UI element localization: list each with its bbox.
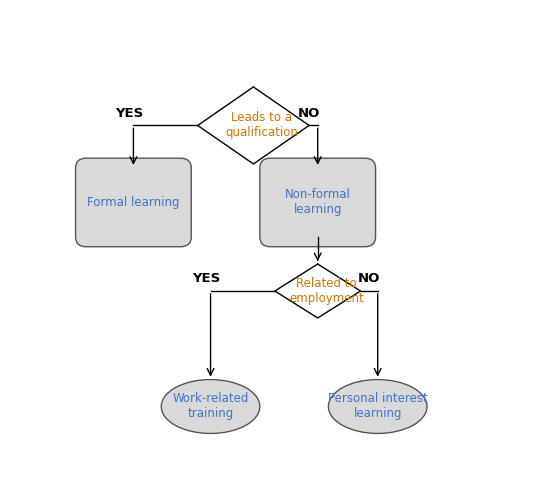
Text: Related to
employment: Related to employment bbox=[289, 277, 364, 305]
FancyBboxPatch shape bbox=[260, 158, 375, 246]
Text: Leads to a
qualification: Leads to a qualification bbox=[226, 112, 299, 140]
Text: YES: YES bbox=[115, 106, 143, 120]
Ellipse shape bbox=[161, 380, 260, 434]
Text: YES: YES bbox=[192, 272, 221, 285]
Text: NO: NO bbox=[358, 272, 380, 285]
Text: Personal interest
learning: Personal interest learning bbox=[328, 392, 427, 420]
Text: NO: NO bbox=[298, 106, 320, 120]
Text: Formal learning: Formal learning bbox=[87, 196, 180, 209]
Ellipse shape bbox=[328, 380, 427, 434]
Text: Work-related
training: Work-related training bbox=[173, 392, 249, 420]
Text: Non-formal
learning: Non-formal learning bbox=[285, 188, 351, 216]
FancyBboxPatch shape bbox=[76, 158, 191, 246]
